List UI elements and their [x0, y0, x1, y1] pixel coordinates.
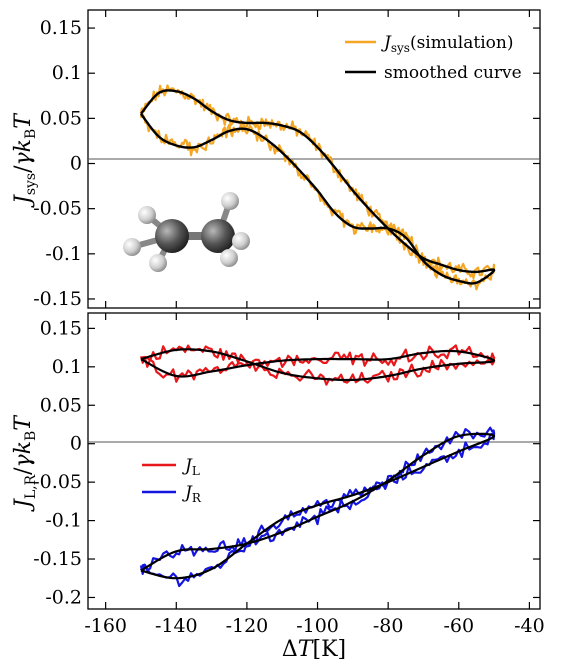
hydrogen-atom [221, 192, 239, 210]
bottom-y-tick-labels: -0.2 -0.15 -0.1 -0.05 0 0.05 0.1 0.15 [33, 317, 82, 608]
y-tick-label: -0.1 [45, 243, 82, 265]
top-y-axis-label: Jsys/γkBT [11, 112, 39, 208]
x-tick-label: -100 [296, 615, 339, 637]
legend-label-jr: JR [182, 483, 202, 505]
top-legend: Jsys(simulation) smoothed curve [345, 33, 522, 83]
x-tick-label: -120 [226, 615, 269, 637]
y-tick-label: 0.1 [52, 62, 82, 84]
hydrogen-atom [220, 249, 238, 267]
y-tick-label: 0 [70, 433, 82, 455]
y-tick-label: -0.1 [45, 510, 82, 532]
smoothed-line-j-r [140, 432, 496, 580]
hydrogen-atom [149, 254, 167, 272]
x-tick-label: -140 [155, 615, 198, 637]
hydrogen-atom [138, 206, 156, 224]
series-line-smoothed-curve [140, 89, 496, 285]
x-tick-label: -40 [514, 615, 545, 637]
top-y-tick-labels: -0.15 -0.1 -0.05 0 0.05 0.1 0.15 [33, 17, 82, 310]
top-x-tick-marks [105, 10, 531, 308]
bottom-x-tick-labels: -160 -140 -120 -100 -80 -60 -40 [84, 615, 544, 637]
x-tick-label: -160 [84, 615, 127, 637]
x-tick-label: -60 [443, 615, 474, 637]
y-tick-label: -0.15 [33, 548, 82, 570]
top-series-layer [139, 84, 496, 291]
y-tick-label: -0.05 [33, 471, 82, 493]
legend-label-simulation: Jsys(simulation) [381, 33, 513, 55]
y-tick-label: 0.05 [40, 394, 82, 416]
bottom-y-tick-marks [88, 327, 540, 599]
y-tick-label: 0.05 [40, 107, 82, 129]
y-tick-label: 0.15 [40, 317, 82, 339]
x-axis-label: ΔT[K] [282, 637, 346, 662]
bottom-series-layer [139, 344, 496, 588]
series-line-j-sys-simulation- [139, 84, 496, 291]
carbon-atom [201, 219, 235, 253]
hydrogen-atom [232, 232, 250, 250]
carbon-atom [155, 219, 189, 253]
legend-label-smoothed: smoothed curve [384, 63, 522, 83]
y-tick-label: 0 [70, 153, 82, 175]
y-tick-label: -0.15 [33, 288, 82, 310]
series-line-j-r [139, 426, 496, 588]
bottom-x-tick-marks [105, 313, 531, 609]
x-tick-label: -80 [373, 615, 404, 637]
y-tick-label: -0.05 [33, 198, 82, 220]
bottom-legend: JL JR [142, 456, 202, 505]
legend-label-jl: JL [182, 456, 200, 478]
smoothed-line-j-l [140, 348, 496, 382]
hydrogen-atom [123, 238, 141, 256]
bottom-y-axis-label: JL,R/γkBT [11, 414, 39, 512]
y-tick-label: 0.15 [40, 17, 82, 39]
bottom-plot-frame [87, 312, 541, 610]
ethane-molecule-inset [123, 192, 250, 272]
y-tick-label: 0.1 [52, 356, 82, 378]
y-tick-label: -0.2 [45, 586, 82, 608]
top-y-tick-marks [88, 27, 540, 300]
